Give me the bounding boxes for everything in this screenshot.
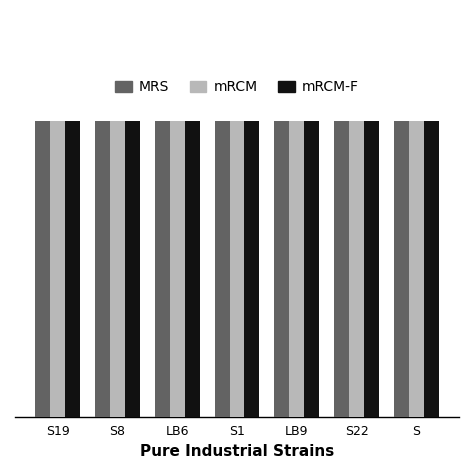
- Bar: [110, 0, 125, 417]
- Bar: [95, 0, 110, 417]
- Bar: [274, 0, 289, 417]
- X-axis label: Pure Industrial Strains: Pure Industrial Strains: [140, 444, 334, 459]
- Bar: [65, 0, 80, 417]
- Bar: [304, 0, 319, 417]
- Bar: [185, 0, 200, 417]
- Bar: [424, 0, 439, 417]
- Bar: [35, 0, 50, 417]
- Bar: [155, 0, 170, 417]
- Bar: [215, 0, 229, 417]
- Bar: [409, 0, 424, 417]
- Bar: [289, 0, 304, 417]
- Bar: [229, 0, 245, 417]
- Bar: [394, 0, 409, 417]
- Bar: [125, 0, 140, 417]
- Bar: [334, 0, 349, 417]
- Bar: [245, 0, 259, 417]
- Bar: [364, 0, 379, 417]
- Legend: MRS, mRCM, mRCM-F: MRS, mRCM, mRCM-F: [109, 75, 365, 100]
- Bar: [50, 0, 65, 417]
- Bar: [349, 0, 364, 417]
- Bar: [170, 0, 185, 417]
